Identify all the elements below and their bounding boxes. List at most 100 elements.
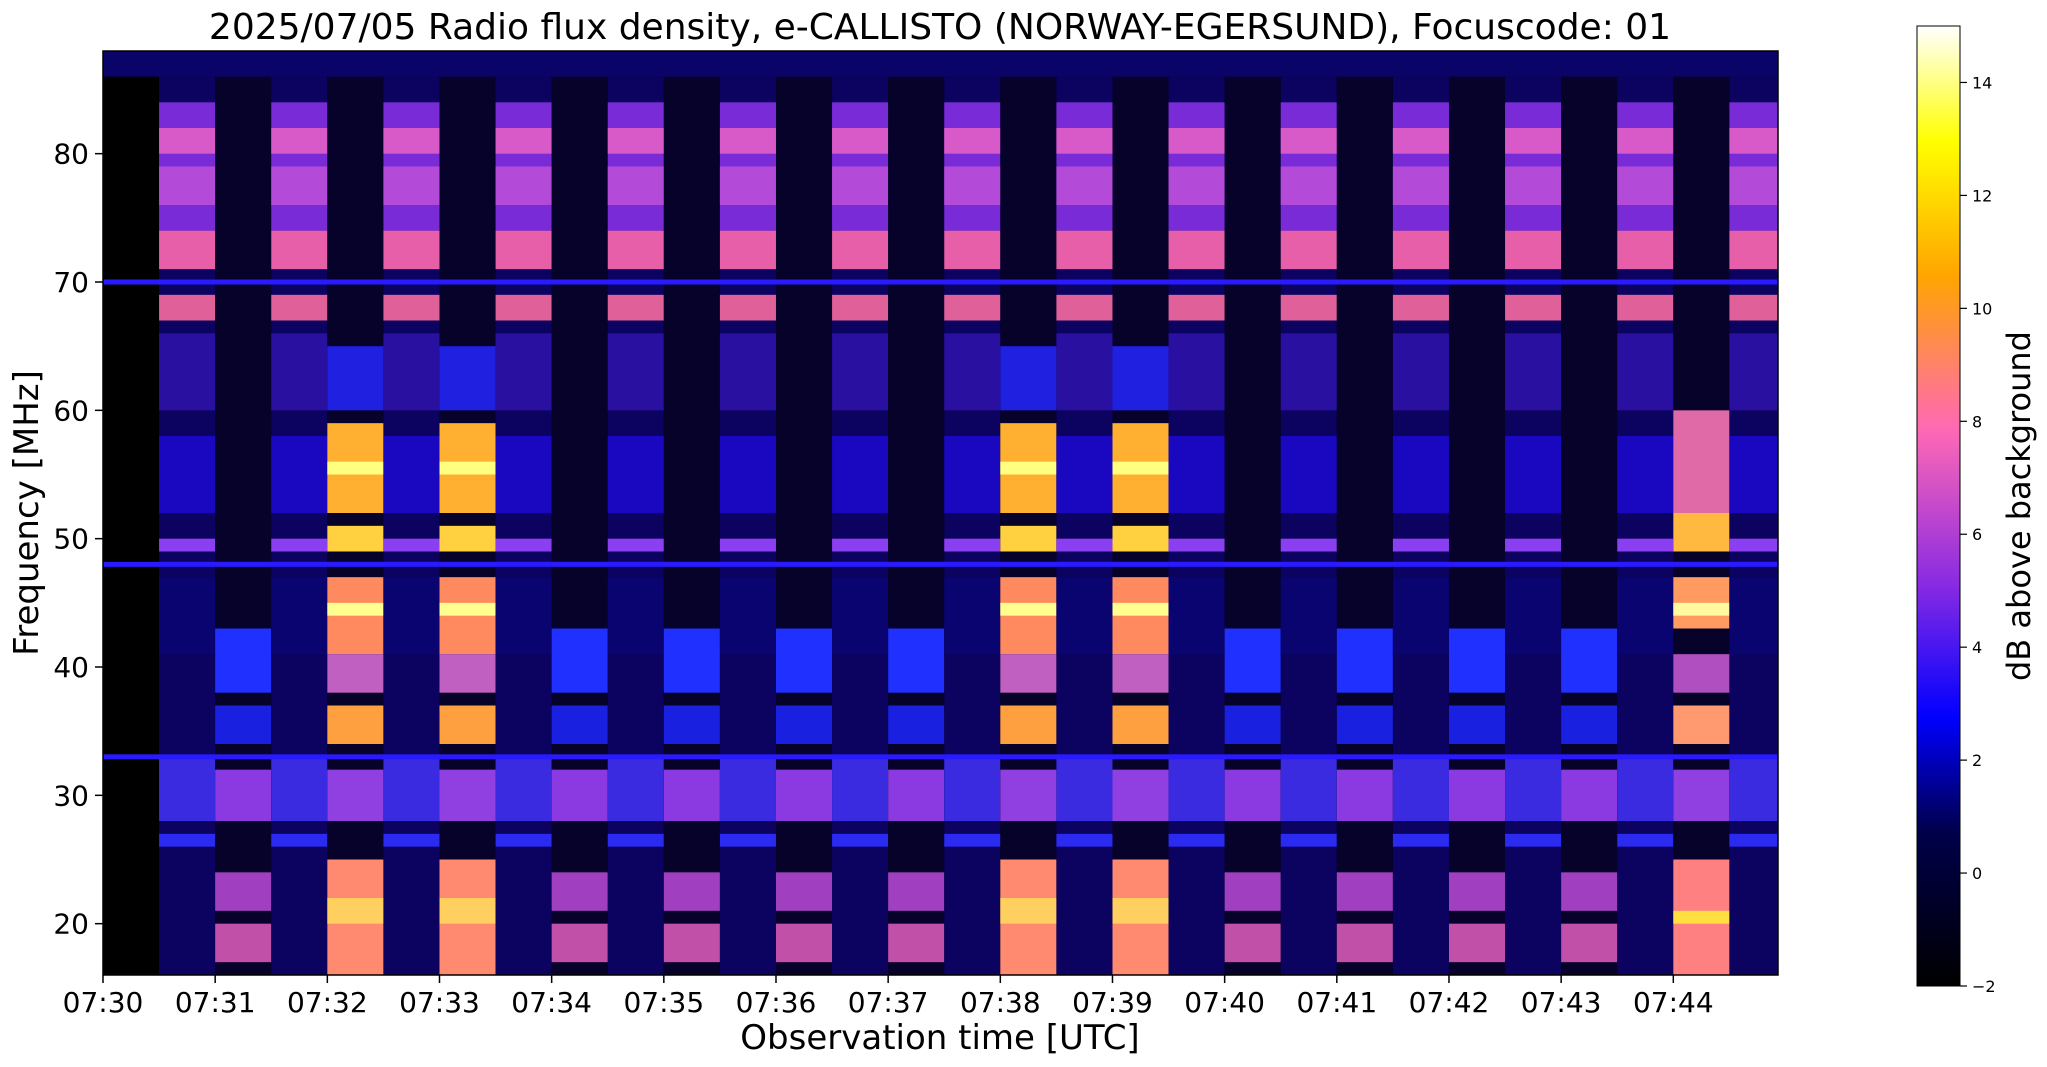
colorbar-tick-label: 6 <box>1972 525 1982 544</box>
frequency-band <box>551 872 608 911</box>
frequency-band <box>159 333 216 411</box>
frequency-band <box>439 577 496 655</box>
frequency-band <box>383 230 440 270</box>
frequency-band <box>832 756 889 821</box>
frequency-band <box>215 628 272 693</box>
frequency-band <box>888 705 945 744</box>
frequency-band <box>1617 230 1674 270</box>
frequency-band <box>271 128 328 154</box>
frequency-band <box>1168 436 1225 513</box>
segment-low-band <box>1336 76 1393 975</box>
frequency-band <box>1729 166 1778 205</box>
frequency-band <box>1505 333 1562 411</box>
segment-medium-low <box>1673 76 1730 975</box>
frequency-band <box>775 872 833 911</box>
frequency-band <box>271 577 328 655</box>
frequency-band <box>1336 705 1393 744</box>
frequency-band <box>775 923 833 963</box>
segment-base <box>1448 76 1506 975</box>
frequency-band <box>775 628 833 693</box>
frequency-band <box>607 756 664 821</box>
frequency-band <box>383 333 440 411</box>
frequency-band <box>159 166 216 205</box>
x-tick-label: 07:37 <box>848 986 929 1019</box>
frequency-band <box>1056 230 1113 270</box>
frequency-band <box>1168 538 1225 552</box>
frequency-band <box>1392 833 1449 847</box>
frequency-band <box>1336 872 1393 911</box>
frequency-band <box>1224 705 1281 744</box>
frequency-band <box>1112 525 1169 552</box>
frequency-band <box>719 756 776 821</box>
frequency-band <box>1392 294 1449 321</box>
frequency-band <box>495 333 552 411</box>
frequency-band <box>607 294 664 321</box>
colorbar-tick-label: 12 <box>1972 186 1992 205</box>
frequency-band <box>832 436 889 513</box>
frequency-band <box>1729 436 1778 513</box>
segment-active <box>1617 76 1674 975</box>
frequency-band <box>1448 705 1506 744</box>
frequency-band <box>1280 128 1337 154</box>
frequency-band <box>1673 410 1730 513</box>
frequency-band <box>944 833 1001 847</box>
segment-base <box>663 76 720 975</box>
frequency-band <box>607 230 664 270</box>
frequency-band <box>1617 436 1674 513</box>
frequency-band <box>1505 538 1562 552</box>
frequency-band <box>888 872 945 911</box>
frequency-band <box>607 128 664 154</box>
segment-strong-low <box>439 76 496 975</box>
frequency-band <box>1056 333 1113 411</box>
frequency-band <box>888 769 945 821</box>
segment-active <box>1392 76 1449 975</box>
frequency-band <box>719 128 776 154</box>
frequency-band <box>1673 654 1730 693</box>
frequency-band <box>159 436 216 513</box>
frequency-band <box>663 872 720 911</box>
x-tick-label: 07:42 <box>1409 986 1490 1019</box>
frequency-band <box>1561 628 1618 693</box>
frequency-band <box>215 923 272 963</box>
frequency-band <box>1000 602 1057 616</box>
segment-active <box>383 76 440 975</box>
segment-base <box>888 76 945 975</box>
frequency-band <box>607 538 664 552</box>
segment-strong-low <box>1000 76 1057 975</box>
segment-active <box>607 76 664 975</box>
segment-active <box>1056 76 1113 975</box>
frequency-band <box>1561 872 1618 911</box>
frequency-band <box>383 577 440 655</box>
chart-title: 2025/07/05 Radio flux density, e-CALLIST… <box>209 7 1671 48</box>
frequency-band <box>1280 436 1337 513</box>
segment-active <box>832 76 889 975</box>
frequency-band <box>383 436 440 513</box>
frequency-band <box>383 166 440 205</box>
segment-base <box>1561 76 1618 975</box>
frequency-band <box>1280 166 1337 205</box>
frequency-band <box>439 769 496 821</box>
segment-base <box>215 76 272 975</box>
frequency-band <box>1112 705 1169 744</box>
frequency-band <box>327 577 384 655</box>
x-tick-label: 07:38 <box>960 986 1041 1019</box>
frequency-band <box>1673 513 1730 552</box>
frequency-band <box>1000 769 1057 821</box>
x-tick-label: 07:30 <box>63 986 144 1019</box>
frequency-band <box>159 128 216 154</box>
frequency-band <box>1617 166 1674 205</box>
colorbar-tick-label: −2 <box>1972 977 1996 996</box>
frequency-band <box>159 756 216 821</box>
frequency-band <box>1729 294 1778 321</box>
frequency-band <box>271 833 328 847</box>
frequency-band <box>832 333 889 411</box>
frequency-band <box>1617 756 1674 821</box>
frequency-band <box>495 538 552 552</box>
frequency-band <box>944 436 1001 513</box>
frequency-band <box>551 705 608 744</box>
frequency-band <box>1280 538 1337 552</box>
frequency-band <box>1617 577 1674 655</box>
frequency-band <box>383 294 440 321</box>
persistent-interference-lines <box>103 279 1778 760</box>
